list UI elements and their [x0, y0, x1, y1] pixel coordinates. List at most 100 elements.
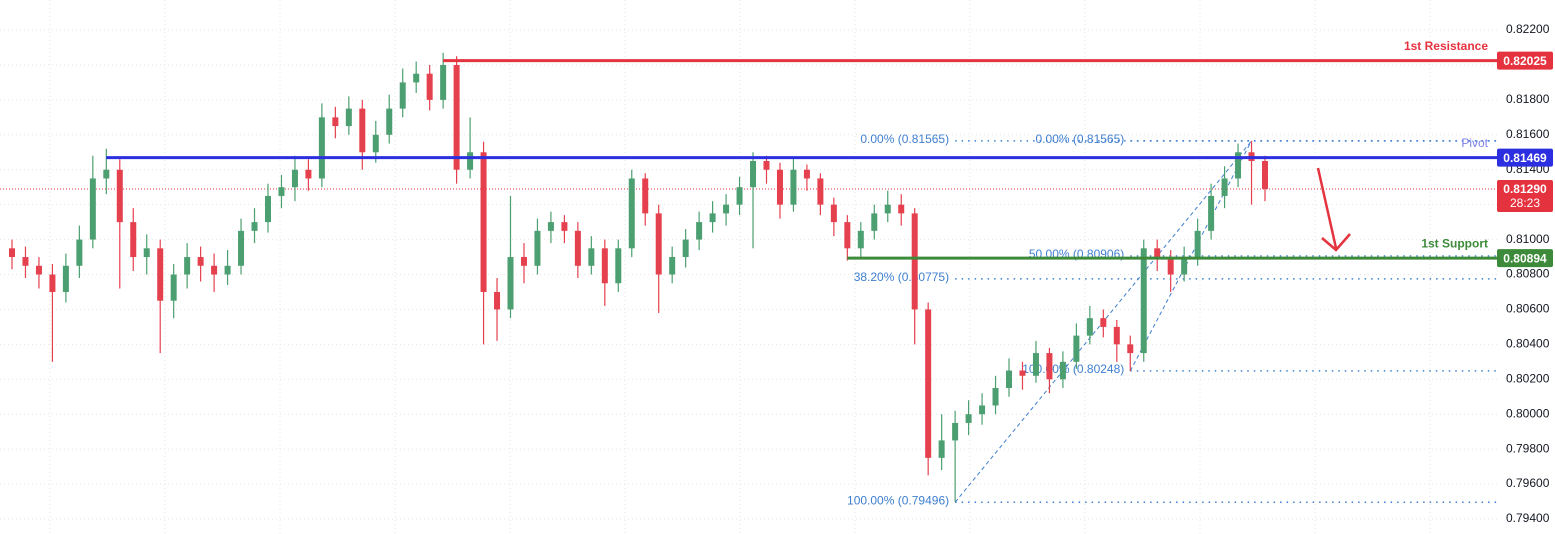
candle-body — [561, 222, 568, 231]
candle-body — [655, 213, 662, 275]
candle-body — [453, 64, 460, 170]
candle-body — [979, 405, 986, 415]
y-tick-label: 0.80200 — [1506, 371, 1550, 385]
candle-body — [103, 169, 110, 179]
y-tick-label: 0.80600 — [1506, 302, 1550, 316]
candle-body — [992, 388, 999, 406]
level-name: Pivot — [1461, 136, 1488, 150]
candle-body — [507, 257, 514, 310]
y-tick-label: 0.79400 — [1506, 511, 1550, 525]
candle-body — [1221, 178, 1228, 196]
level-name: 1st Support — [1421, 236, 1488, 250]
candle-body — [184, 257, 191, 275]
current-price-label: 0.81290 — [1503, 182, 1547, 196]
level-price-box — [1497, 249, 1553, 268]
level-price-label: 0.80894 — [1503, 251, 1547, 265]
candle-body — [520, 257, 527, 266]
candle-body — [305, 169, 312, 179]
candle-body — [318, 117, 325, 179]
candle-body — [1086, 318, 1093, 336]
level-price-label: 0.81469 — [1503, 151, 1547, 165]
candle-body — [211, 265, 218, 275]
candle-body — [480, 152, 487, 292]
candle-body — [1046, 353, 1053, 380]
candle-body — [857, 230, 864, 249]
candle-body — [224, 265, 231, 275]
candle-body — [628, 178, 635, 249]
candle-body — [399, 82, 406, 109]
candle-body — [803, 169, 810, 179]
candle-body — [642, 178, 649, 214]
candle-body — [534, 230, 541, 266]
candle-body — [776, 169, 783, 205]
y-tick-label: 0.80800 — [1506, 267, 1550, 281]
candle-body — [750, 161, 757, 188]
candle-body — [547, 222, 554, 231]
candle-body — [898, 204, 905, 214]
level-name: 1st Resistance — [1404, 39, 1488, 53]
fib-label: 0.00% (0.81565) — [860, 132, 949, 146]
candle-body — [965, 414, 972, 423]
candle-body — [1059, 361, 1066, 380]
candle-body — [817, 178, 824, 205]
candle-body — [1154, 248, 1161, 258]
candle-body — [197, 257, 204, 266]
candle-body — [1140, 248, 1147, 354]
grid — [0, 0, 1497, 534]
fib-trend-line — [1129, 140, 1252, 372]
candle-body — [62, 265, 69, 292]
candle-body — [49, 274, 56, 292]
candle-body — [494, 291, 501, 310]
candle-body — [911, 213, 918, 310]
candle-body — [601, 248, 608, 284]
candle-body — [615, 248, 622, 284]
candle-body — [332, 117, 339, 127]
candle-body — [440, 64, 447, 100]
candle-body — [467, 152, 474, 170]
level-price-box — [1497, 51, 1553, 70]
candle-body — [574, 230, 581, 266]
candle-body — [952, 422, 959, 441]
candle-body — [1006, 370, 1013, 389]
candle-body — [22, 257, 29, 266]
candle-body — [291, 169, 298, 188]
candle-body — [1167, 257, 1174, 275]
y-tick-label: 0.80400 — [1506, 337, 1550, 351]
candle-body — [413, 73, 420, 83]
candle-body — [1032, 353, 1039, 376]
candle-body — [1100, 318, 1107, 327]
candle-body — [1019, 370, 1026, 376]
candle-body — [238, 230, 245, 266]
candle-body — [925, 309, 932, 458]
y-tick-label: 0.80000 — [1506, 406, 1550, 420]
candle-body — [871, 213, 878, 231]
candle-body — [938, 440, 945, 458]
candle-body — [1073, 335, 1080, 362]
candle-body — [1127, 344, 1134, 354]
candle-body — [278, 187, 285, 196]
candle-body — [669, 257, 676, 275]
candle-body — [130, 222, 137, 258]
candle-body — [170, 274, 177, 301]
candle-body — [116, 169, 123, 223]
y-tick-label: 0.79600 — [1506, 476, 1550, 490]
candle-body — [35, 265, 42, 275]
candle-body — [1181, 257, 1188, 275]
candle-body — [790, 169, 797, 205]
candle-body — [359, 108, 366, 153]
candle-body — [736, 187, 743, 205]
candle-body — [76, 239, 83, 266]
countdown: 28:23 — [1510, 196, 1540, 210]
candle-body — [251, 222, 258, 231]
level-price-box — [1497, 148, 1553, 167]
candle-body — [264, 195, 271, 223]
candle-body — [372, 134, 379, 153]
price-axis: 0.79400 0.79600 0.79800 0.80000 0.80200 0.804… — [1497, 22, 1553, 525]
fib-label: 38.20% (0.80775) — [854, 270, 949, 284]
candle-body — [157, 248, 164, 301]
candle-body — [1262, 161, 1268, 189]
candle-body — [9, 248, 15, 258]
candle-body — [1208, 195, 1215, 231]
candle-body — [682, 239, 689, 258]
